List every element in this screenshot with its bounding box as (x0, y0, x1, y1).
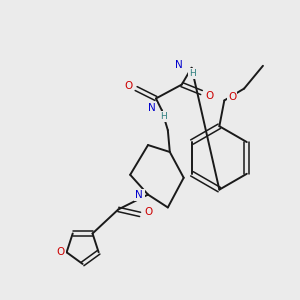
Text: O: O (228, 92, 236, 103)
Text: O: O (124, 81, 132, 91)
Text: H: H (160, 112, 167, 121)
Text: N: N (148, 103, 156, 113)
Text: N: N (175, 60, 183, 70)
Text: O: O (56, 247, 65, 257)
Text: H: H (189, 69, 196, 78)
Text: O: O (205, 91, 214, 100)
Text: O: O (144, 207, 152, 218)
Text: N: N (135, 190, 143, 200)
Text: N: N (136, 190, 144, 200)
